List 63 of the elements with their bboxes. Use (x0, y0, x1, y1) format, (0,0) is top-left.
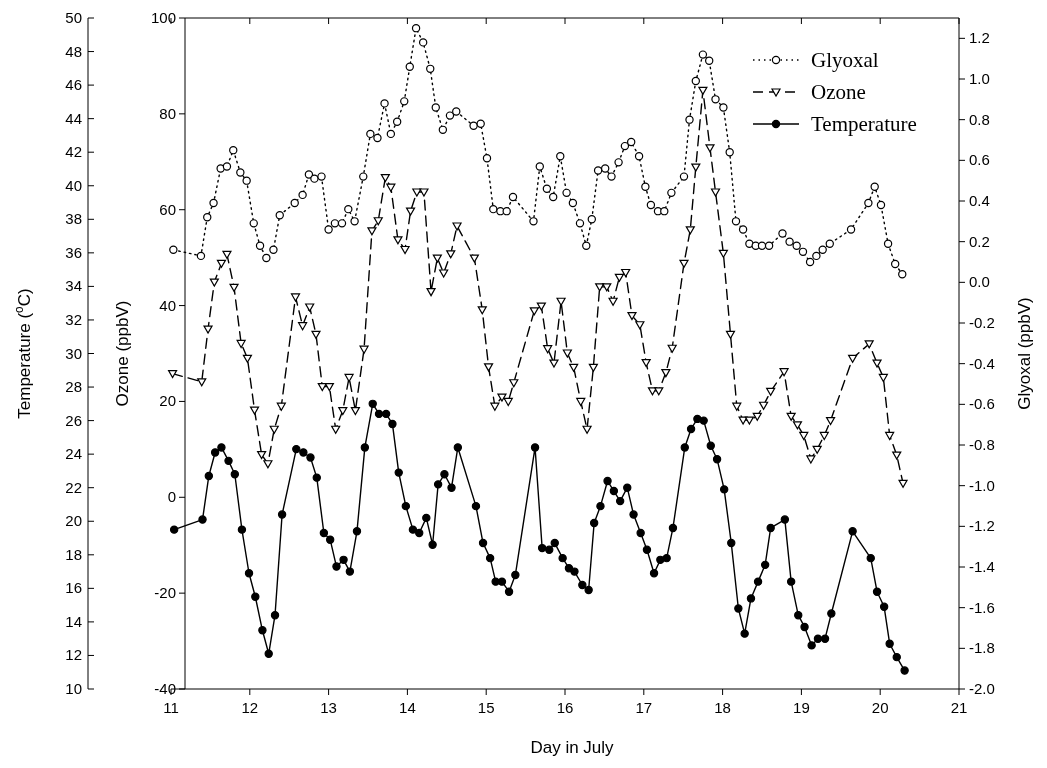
y3-tick-label: 16 (65, 579, 82, 597)
y2-tick-label: -0.8 (969, 436, 995, 453)
x-tick-label: 13 (320, 699, 337, 716)
legend-label: Ozone (811, 80, 866, 104)
y-tick-label: 60 (159, 200, 176, 218)
y2-tick-label: -1.0 (969, 476, 995, 494)
y-tick-label: 20 (159, 392, 176, 410)
y-tick-label: 0 (167, 488, 176, 506)
y3-tick-label: 34 (65, 277, 82, 295)
y3-tick-label: 38 (65, 210, 82, 228)
y2-tick-label: -1.6 (969, 598, 995, 616)
y3-tick-label: 44 (65, 109, 82, 127)
legend-label: Temperature (811, 112, 917, 136)
y3-tick-label: 24 (65, 445, 82, 463)
y3-tick-label: 48 (65, 42, 82, 60)
x-tick-label: 11 (163, 699, 179, 716)
y-tick-label: -40 (154, 680, 176, 697)
y2-tick-label: 0.0 (969, 273, 990, 291)
y2-tick-label: 0.6 (969, 151, 990, 169)
y2-tick-label: -0.2 (969, 314, 995, 331)
y2-tick-label: -2.0 (969, 680, 995, 697)
x-tick-label: 15 (477, 699, 495, 716)
y3-tick-label: 42 (65, 143, 82, 161)
y-tick-label: 80 (159, 104, 176, 122)
y3-tick-label: 32 (65, 310, 82, 328)
y-axis-title: Ozone (ppbV) (113, 300, 132, 407)
y3-tick-label: 28 (65, 378, 82, 396)
y2-tick-label: 0.4 (969, 192, 990, 209)
y-tick-label: 100 (150, 9, 176, 26)
y3-tick-label: 40 (65, 176, 82, 194)
x-tick-label: 19 (793, 699, 810, 716)
y3-tick-label: 36 (65, 243, 82, 261)
x-tick-label: 14 (399, 699, 416, 716)
x-tick-label: 18 (714, 699, 731, 716)
x-tick-label: 20 (871, 699, 889, 716)
y3-tick-label: 46 (65, 76, 82, 94)
y2-tick-label: -0.6 (969, 395, 995, 413)
y2-tick-label: -1.4 (969, 558, 995, 575)
x-axis-title: Day in July (530, 738, 615, 757)
y2-tick-label: -1.2 (969, 517, 995, 535)
y-tick-label: 40 (159, 296, 176, 314)
y3-tick-label: 20 (65, 512, 82, 530)
y2-tick-label: -1.8 (969, 639, 995, 657)
y-tick-label: -20 (154, 584, 176, 602)
y2-tick-label: 1.2 (969, 29, 990, 47)
y2-tick-label: -0.4 (969, 354, 995, 372)
y3-tick-label: 50 (65, 9, 82, 26)
y2-tick-label: 0.8 (969, 110, 990, 128)
y2-tick-label: 1.0 (969, 70, 990, 87)
y2-axis-title: Glyoxal (ppbV) (1015, 297, 1034, 410)
y3-tick-label: 12 (65, 646, 82, 664)
x-tick-label: 16 (556, 699, 574, 716)
legend-label: Glyoxal (811, 48, 879, 72)
x-tick-label: 17 (635, 699, 653, 716)
x-tick-label: 21 (950, 699, 968, 716)
y3-tick-label: 14 (65, 612, 82, 630)
y3-tick-label: 30 (65, 344, 82, 362)
y3-tick-label: 18 (65, 545, 82, 563)
x-tick-label: 12 (241, 699, 259, 716)
y3-tick-label: 10 (65, 680, 82, 697)
y3-tick-label: 26 (65, 411, 82, 429)
y2-tick-label: 0.2 (969, 232, 990, 250)
y3-tick-label: 22 (65, 478, 82, 496)
